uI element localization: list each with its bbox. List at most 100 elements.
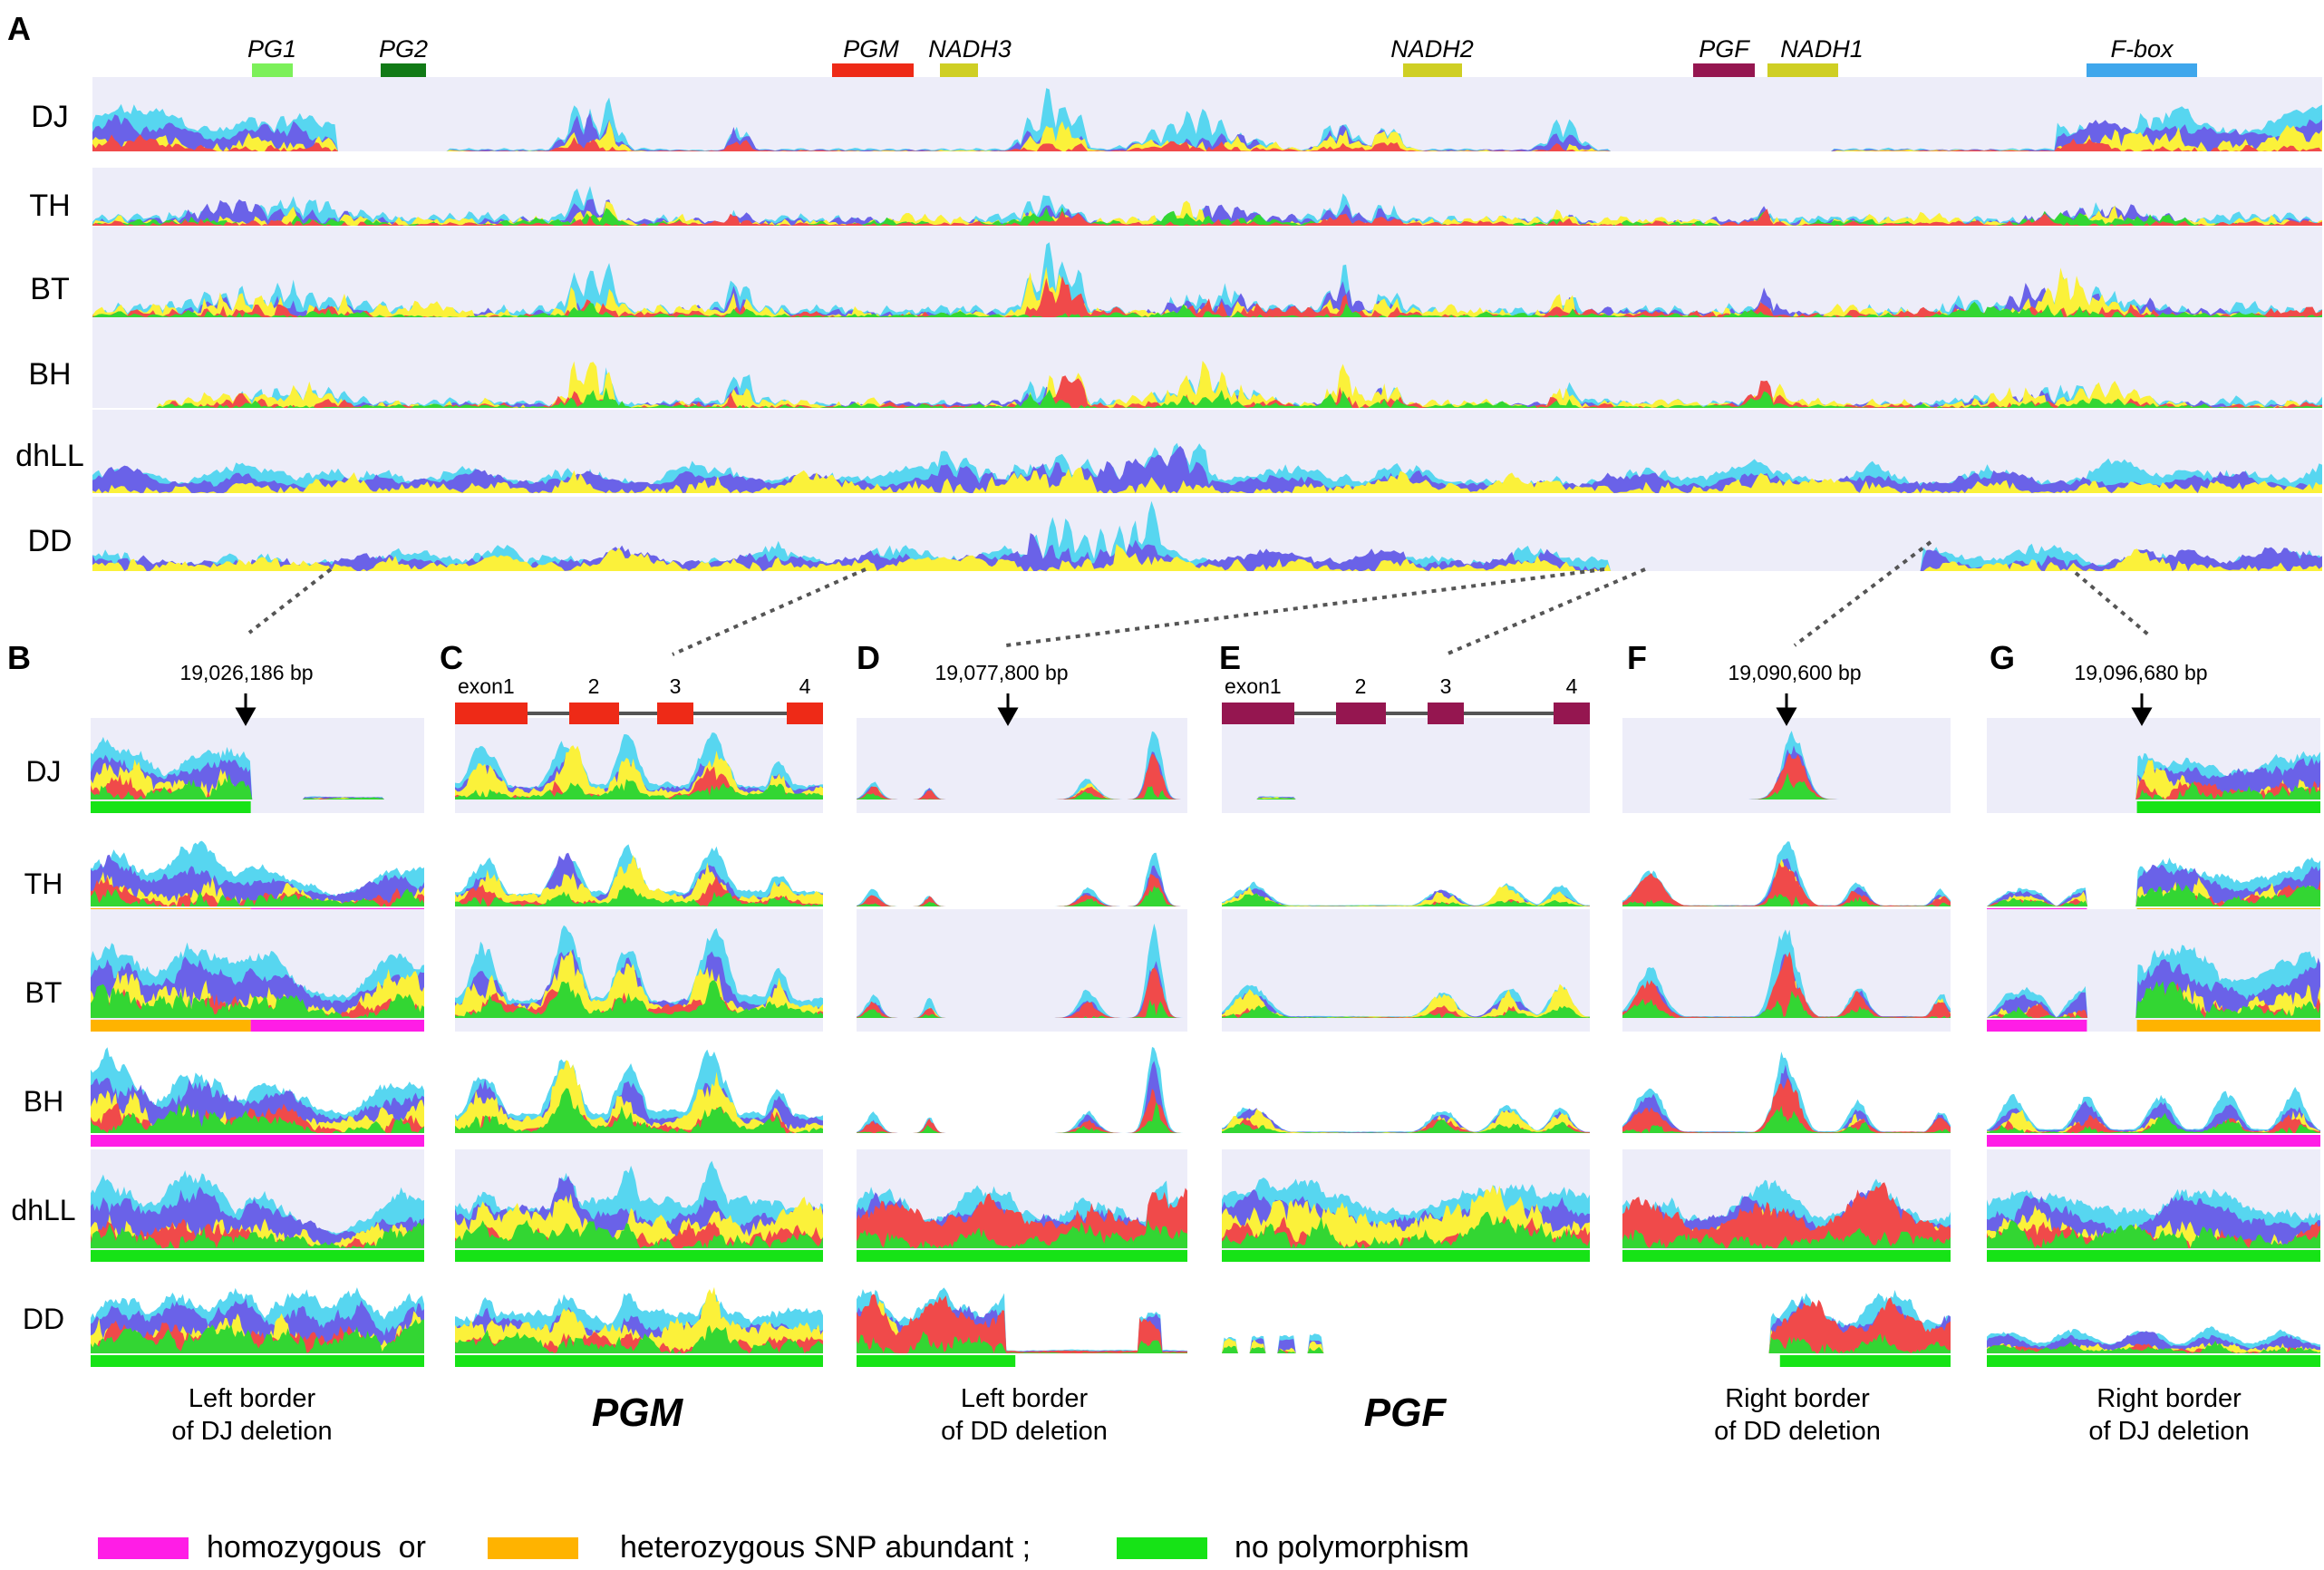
zoom-coverage-b-dhll-layer — [91, 1218, 424, 1248]
zoom-coverage-e-bt-layer — [1222, 984, 1590, 1018]
zoom-coverage-g-dj-layer — [1987, 760, 2320, 800]
zoom-coverage-g-bh — [1987, 1087, 2320, 1133]
panel-captions: Left border of DJ deletion PGM Left bord… — [171, 1384, 2249, 1446]
zoom-coverage-e-dd-layer — [1222, 1338, 1590, 1353]
zoom-row-labels: DJ TH BT BH dhLL DD — [11, 755, 75, 1335]
zoom-coverage-g-dj-layer — [1987, 781, 2320, 800]
zoom-coverage-d-th-layer — [857, 886, 1187, 906]
zoom-coverage-d-dj-layer — [857, 786, 1187, 800]
connector-b — [247, 567, 333, 635]
status-bar-g-bh — [1987, 1135, 2320, 1147]
arrow-b-icon — [235, 693, 257, 727]
zoom-bg-d-bt — [857, 909, 1187, 1032]
legend-label-homozygous: homozygous or — [207, 1530, 426, 1565]
zoom-coverage-e-dd-layer — [1222, 1333, 1590, 1353]
panel-label-e: E — [1219, 639, 1241, 676]
arrow-f-icon — [1776, 693, 1797, 727]
exon4-pgf — [1554, 703, 1590, 724]
zoom-coverage-e-dd-layer — [1222, 1348, 1590, 1353]
gene-label-nadh3: NADH3 — [928, 35, 1012, 63]
zoom-coverage-g-dd-layer — [1987, 1340, 2320, 1353]
zoom-coverage-e-th-layer — [1222, 893, 1590, 906]
panel-label-b: B — [7, 639, 31, 676]
status-bar-d-dd — [857, 1355, 1016, 1367]
zoom-coverage-g-th — [1987, 857, 2320, 906]
zoom-coverage-f-bt-layer — [1622, 951, 1951, 1018]
zoom-coverage-c-dhll-layer — [455, 1219, 823, 1248]
coverage-a-th — [92, 186, 2322, 226]
zoom-coverage-b-th — [91, 840, 424, 906]
zoom-coverage-b-bh-layer — [91, 1102, 424, 1133]
gene-bar-pg2 — [381, 63, 426, 78]
zoom-row-label-dj: DJ — [25, 755, 61, 788]
panel-label-d: D — [857, 639, 880, 676]
zoom-coverage-c-th — [455, 844, 823, 906]
gene-bar-nadh1 — [1767, 63, 1838, 78]
coverage-a-dhll-layer — [92, 467, 2322, 493]
panel-d — [857, 718, 1187, 1367]
row-label-a-dhll: dhLL — [15, 439, 84, 473]
coverage-a-dd — [92, 500, 2322, 571]
zoom-coverage-c-bh-layer — [455, 1088, 823, 1133]
zoom-coverage-d-dd-layer — [857, 1294, 1187, 1353]
zoom-bg-d-dj — [857, 718, 1187, 813]
zoom-coverage-e-bh-layer — [1222, 1109, 1590, 1133]
zoom-coverage-d-bt — [857, 923, 1187, 1018]
zoom-coverage-g-th-layer — [1987, 864, 2320, 906]
zoom-coverage-e-dd-layer — [1222, 1345, 1590, 1353]
zoom-coverage-g-bt-layer — [1987, 981, 2320, 1018]
coverage-a-th-layer — [92, 208, 2322, 226]
gene-bar-pg1 — [252, 63, 293, 78]
zoom-row-label-dd: DD — [23, 1303, 64, 1335]
zoom-coverage-e-bt-layer — [1222, 1005, 1590, 1018]
zoom-coverage-c-dj — [455, 732, 823, 800]
gene-bar-pgf — [1693, 63, 1755, 78]
zoom-row-label-dhll: dhLL — [11, 1194, 75, 1226]
zoom-coverage-d-th-layer — [857, 852, 1187, 906]
status-bar-g-bt — [2136, 1020, 2320, 1032]
position-f: 19,090,600 bp — [1728, 661, 1861, 684]
zoom-coverage-g-dhll — [1987, 1188, 2320, 1248]
zoom-coverage-c-dd — [455, 1286, 823, 1353]
zoom-coverage-d-dd-layer — [857, 1331, 1187, 1353]
panel-label-a: A — [7, 10, 31, 47]
zoom-coverage-d-bh-layer — [857, 1089, 1187, 1133]
zoom-coverage-b-th-layer — [91, 854, 424, 906]
status-bar-d-dhll — [857, 1250, 1187, 1262]
gene-label-pg1: PG1 — [247, 35, 296, 63]
zoom-coverage-b-th-layer — [91, 871, 424, 906]
zoom-row-label-th: TH — [24, 867, 63, 900]
zoom-panels — [91, 718, 2320, 1367]
caption-b-line1: Left border — [189, 1384, 316, 1413]
position-b: 19,026,186 bp — [179, 661, 313, 684]
zoom-coverage-b-th-layer — [91, 888, 424, 906]
zoom-coverage-e-bh — [1222, 1105, 1590, 1133]
exon-structure-pgf: exon1 2 3 4 — [1222, 674, 1590, 724]
exon-label-3-pgm: 3 — [670, 674, 682, 698]
zoom-coverage-e-bh-layer — [1222, 1119, 1590, 1133]
zoom-coverage-c-dj-layer — [455, 779, 823, 800]
exon-label-2-pgm: 2 — [588, 674, 600, 698]
row-label-a-bh: BH — [28, 357, 71, 392]
zoom-coverage-d-th — [857, 852, 1187, 906]
coverage-a-bt-layer — [92, 301, 2322, 317]
caption-b-line2: of DJ deletion — [171, 1417, 332, 1446]
connector-e — [1445, 567, 1646, 656]
status-bar-g-dhll — [1987, 1250, 2320, 1262]
zoom-coverage-f-dd-layer — [1622, 1297, 1951, 1353]
zoom-coverage-f-dd-layer — [1622, 1333, 1951, 1353]
exon2-pgm — [569, 703, 619, 724]
zoom-coverage-c-dhll-layer — [455, 1193, 823, 1248]
zoom-coverage-b-bh-layer — [91, 1090, 424, 1133]
gene-label-nadh1: NADH1 — [1780, 35, 1864, 63]
panel-label-g: G — [1990, 639, 2015, 676]
zoom-coverage-g-bh-layer — [1987, 1112, 2320, 1133]
zoom-coverage-d-th-layer — [857, 865, 1187, 906]
zoom-coverage-f-dhll-layer — [1622, 1227, 1951, 1248]
zoom-coverage-e-dj — [1222, 796, 1590, 800]
row-label-a-dd: DD — [27, 524, 72, 558]
position-d: 19,077,800 bp — [934, 661, 1068, 684]
caption-c: PGM — [592, 1391, 684, 1435]
status-bar-b-bh — [91, 1135, 424, 1147]
zoom-coverage-g-th-layer — [1987, 882, 2320, 906]
